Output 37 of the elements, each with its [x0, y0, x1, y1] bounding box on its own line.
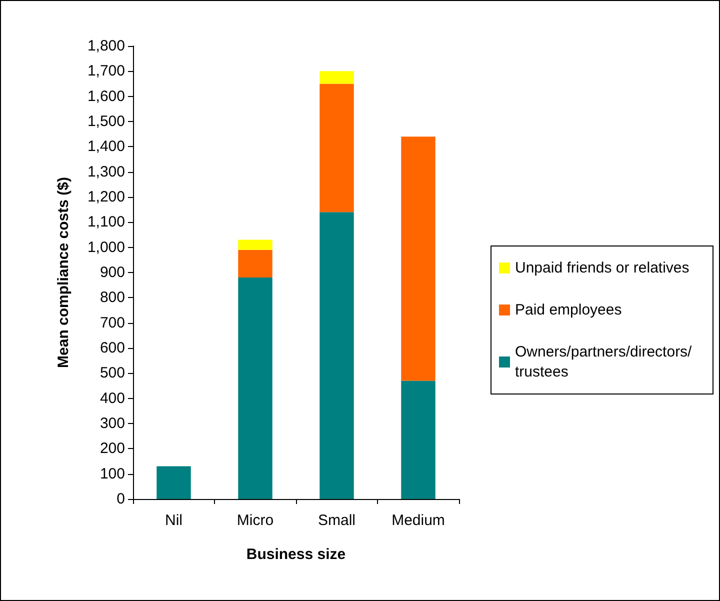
x-tick-label: Nil — [165, 512, 182, 529]
bar — [238, 278, 272, 499]
y-tick-label: 200 — [100, 440, 125, 458]
y-tick-label: 0 — [116, 490, 125, 508]
bar — [401, 380, 436, 499]
y-tick-label: 400 — [100, 390, 125, 407]
bar — [401, 136, 436, 381]
legend-label: Unpaid friends or relatives — [515, 260, 690, 276]
bar — [238, 240, 272, 250]
x-tick-label: Micro — [236, 512, 274, 529]
y-tick-label: 1,400 — [87, 138, 125, 156]
y-tick-label: 300 — [100, 415, 125, 432]
y-tick-label: 1,000 — [87, 238, 125, 256]
y-tick-label: 800 — [100, 289, 125, 306]
y-tick-label: 900 — [100, 264, 125, 281]
y-tick-label: 1,200 — [87, 188, 125, 206]
y-tick-label: 1,500 — [87, 113, 125, 130]
y-tick-label: 1,300 — [87, 163, 125, 180]
x-tick-label: Small — [318, 512, 356, 529]
y-axis-title: Mean compliance costs ($) — [55, 177, 72, 368]
bar — [320, 212, 354, 499]
bar — [238, 250, 272, 278]
y-tick-label: 700 — [100, 314, 125, 332]
y-tick-label: 1,800 — [87, 38, 125, 54]
legend-label: Paid employees — [515, 302, 622, 318]
y-tick-label: 100 — [100, 465, 125, 482]
y-tick-label: 600 — [100, 340, 125, 356]
bar — [156, 466, 191, 499]
legend-label: Owners/partners/directors/trustees — [515, 344, 693, 380]
y-tick-label: 1,100 — [87, 214, 125, 231]
x-tick-label: Medium — [392, 512, 445, 529]
y-tick-label: 1,700 — [87, 62, 125, 80]
y-tick-label: 1,600 — [87, 88, 125, 105]
y-tick-label: 500 — [100, 364, 125, 382]
x-axis-title: Business size — [246, 546, 346, 563]
bar — [320, 71, 354, 84]
bar — [320, 84, 354, 212]
